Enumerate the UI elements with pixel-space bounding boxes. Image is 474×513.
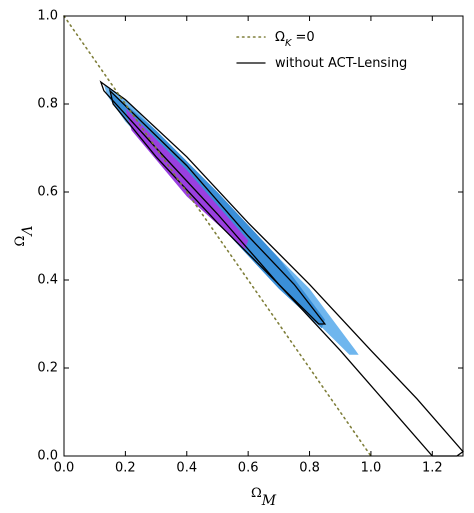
x-tick-label: 0.2 — [115, 461, 136, 476]
y-tick-label: 0.2 — [37, 361, 58, 376]
x-tick-label: 0.4 — [176, 461, 197, 476]
label-part: Ω — [275, 30, 285, 45]
y-tick-label: 0.4 — [37, 273, 58, 288]
label-part: without ACT-Lensing — [275, 56, 407, 71]
x-tick-label: 0.6 — [238, 461, 259, 476]
label-part: Ω — [251, 486, 262, 501]
label: without ACT-Lensing — [275, 56, 407, 71]
label-part: K — [285, 38, 293, 49]
x-tick-label: 0.8 — [299, 461, 320, 476]
label-part: Ω — [13, 236, 28, 247]
y-tick-label: 1.0 — [37, 9, 58, 24]
x-tick-label: 1.2 — [422, 461, 443, 476]
label: ΩΛ — [13, 226, 37, 247]
label-part: M — [261, 493, 277, 509]
x-tick-label: 0.0 — [54, 461, 75, 476]
y-tick-label: 0.8 — [37, 97, 58, 112]
label-part: =0 — [291, 30, 314, 45]
label: ΩM — [251, 486, 277, 510]
reference-line — [63, 15, 372, 457]
x-tick-label: 1.0 — [361, 461, 382, 476]
contour-line — [108, 88, 327, 325]
plot-frame — [63, 15, 464, 457]
y-tick-label: 0.6 — [37, 185, 58, 200]
label: ΩK =0 — [275, 30, 315, 49]
label-part: Λ — [20, 226, 36, 238]
y-tick-label: 0.0 — [37, 449, 58, 464]
